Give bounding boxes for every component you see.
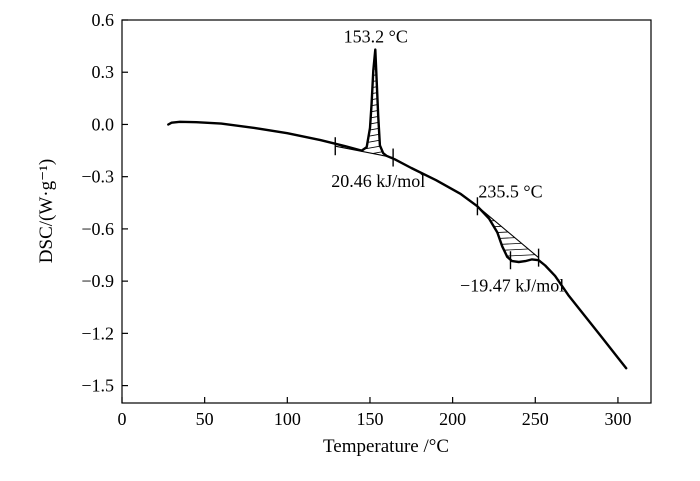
annotation-1: 153.2 °C bbox=[344, 27, 408, 47]
y-tick-label: 0.3 bbox=[92, 62, 115, 82]
y-tick-label: −0.6 bbox=[81, 219, 114, 239]
x-tick-label: 200 bbox=[439, 409, 466, 429]
baseline-2 bbox=[477, 205, 539, 259]
annotation-2: 20.46 kJ/mol bbox=[331, 171, 425, 191]
x-tick-label: 150 bbox=[356, 409, 383, 429]
annotation-4: −19.47 kJ/mol bbox=[460, 276, 564, 296]
baseline-1 bbox=[335, 145, 394, 159]
y-tick-label: −1.5 bbox=[81, 376, 114, 396]
x-tick-label: 300 bbox=[604, 409, 631, 429]
y-tick-label: 0.6 bbox=[92, 10, 115, 30]
peak-2-hatching bbox=[477, 206, 539, 262]
dsc-curve bbox=[167, 48, 628, 370]
x-tick-label: 250 bbox=[522, 409, 549, 429]
x-tick-label: 100 bbox=[274, 409, 301, 429]
y-tick-label: −1.2 bbox=[81, 323, 114, 343]
x-axis-title: Temperature /°C bbox=[323, 436, 449, 457]
x-tick-label: 50 bbox=[196, 409, 214, 429]
y-tick-label: −0.3 bbox=[81, 167, 114, 187]
y-tick-label: −0.9 bbox=[81, 271, 114, 291]
y-tick-label: 0.0 bbox=[92, 114, 115, 134]
y-axis-title: DSC/(W·g⁻¹) bbox=[36, 159, 57, 263]
annotation-3: 235.5 °C bbox=[478, 182, 542, 202]
x-tick-label: 0 bbox=[118, 409, 127, 429]
plot-frame bbox=[121, 19, 652, 404]
peak-1-hatching bbox=[335, 49, 394, 158]
